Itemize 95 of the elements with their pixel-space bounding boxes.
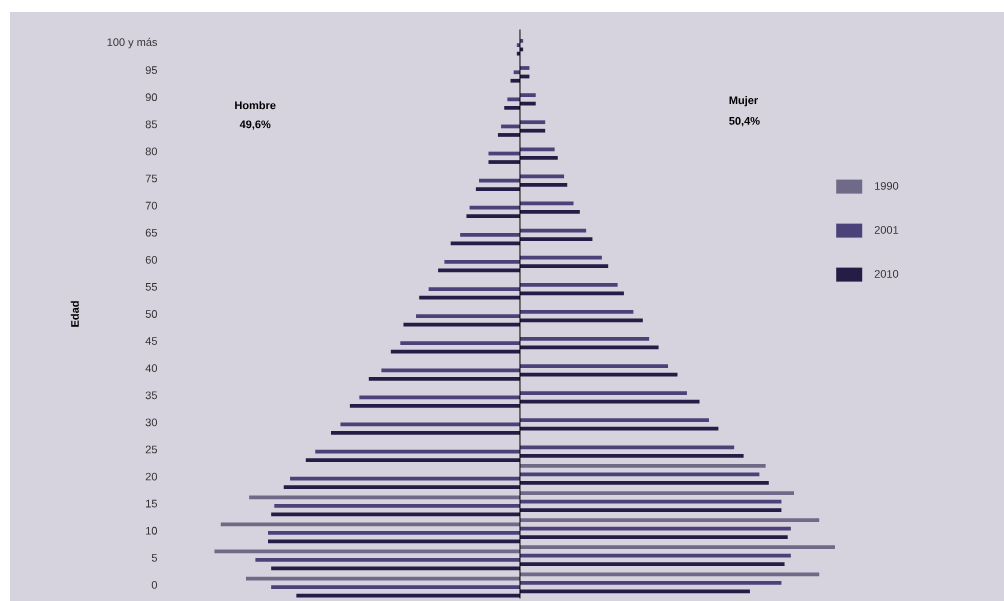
y-tick-label: 45 [145, 337, 157, 345]
y-tick-label: 25 [145, 445, 157, 454]
bar [504, 105, 520, 110]
y-tick-label: 40 [145, 364, 158, 373]
bar [271, 585, 520, 589]
bar [519, 337, 650, 341]
bar [268, 530, 520, 535]
bar [519, 535, 788, 539]
bar [519, 426, 719, 431]
bar [519, 66, 530, 70]
bar [519, 147, 555, 152]
y-tick-label: 70 [145, 201, 158, 210]
y-axis-title: Edad [70, 301, 79, 327]
bar [290, 476, 520, 481]
bar [460, 232, 520, 237]
y-tick-label: 80 [145, 147, 158, 156]
bar [519, 589, 750, 594]
bar [416, 314, 520, 318]
y-tick-label: 60 [145, 255, 158, 264]
bar [249, 495, 520, 500]
bar [519, 364, 669, 368]
annotation: 50,4% [729, 116, 760, 127]
y-tick-label: 5 [151, 554, 157, 562]
bar [519, 445, 735, 450]
bar [428, 287, 520, 291]
bar [519, 418, 709, 423]
bar [519, 391, 687, 396]
legend-label: 2010 [874, 270, 899, 278]
bar [271, 512, 520, 517]
bar [519, 562, 785, 567]
y-tick-label: 55 [145, 283, 157, 291]
bar [519, 508, 782, 512]
bar [349, 404, 520, 408]
bar [488, 160, 520, 164]
bar [331, 431, 520, 435]
bar [274, 503, 520, 508]
bar [507, 97, 520, 102]
bar [283, 485, 520, 490]
bar [519, 553, 791, 558]
y-tick-label: 10 [146, 526, 158, 535]
annotation: Mujer [729, 96, 758, 107]
bar [519, 183, 568, 187]
bar [450, 241, 520, 246]
legend-label: 1990 [875, 182, 899, 190]
bar [519, 464, 766, 468]
bar [466, 214, 520, 219]
bar [497, 133, 520, 137]
bar [305, 458, 520, 462]
y-tick-label: 20 [145, 472, 158, 481]
bar [519, 155, 558, 160]
bar [255, 558, 520, 562]
bar [220, 522, 520, 527]
y-tick-label: 15 [146, 499, 157, 508]
bar [469, 205, 520, 210]
bar [519, 128, 546, 133]
annotation: Hombre [235, 101, 276, 110]
legend-label: 2001 [874, 226, 899, 234]
y-tick-label: 30 [145, 418, 158, 427]
y-tick-label: 95 [145, 66, 157, 75]
bar [475, 187, 520, 192]
bar [519, 282, 618, 287]
bar [519, 291, 624, 296]
y-tick-label: 65 [145, 228, 157, 237]
y-tick-label: 50 [145, 310, 158, 318]
bar [519, 255, 602, 260]
bar [444, 260, 520, 264]
bar [519, 237, 593, 241]
bar [519, 309, 634, 314]
y-tick-label: 85 [145, 120, 157, 129]
y-tick-label: 90 [145, 93, 158, 102]
bar [519, 545, 835, 550]
bar [519, 580, 782, 585]
bar [400, 341, 520, 346]
bar [519, 264, 609, 269]
y-tick-label: 75 [145, 174, 157, 183]
annotation: 49,6% [239, 120, 271, 130]
y-tick-label: 0 [151, 581, 158, 589]
bar [519, 518, 820, 522]
bar [519, 93, 536, 97]
bar [519, 399, 700, 404]
y-tick-label: 35 [145, 391, 157, 400]
y-tick-label: 100 y más [107, 37, 158, 49]
bar [519, 572, 820, 577]
bar [510, 78, 520, 83]
bar [519, 120, 546, 125]
bar [479, 178, 520, 183]
bar [519, 210, 580, 214]
bar [519, 491, 795, 495]
bar [381, 368, 520, 373]
bar [519, 481, 769, 485]
bar [368, 376, 520, 381]
bar [268, 539, 520, 544]
bar [519, 453, 744, 458]
bar [390, 349, 520, 354]
bar [519, 318, 643, 323]
